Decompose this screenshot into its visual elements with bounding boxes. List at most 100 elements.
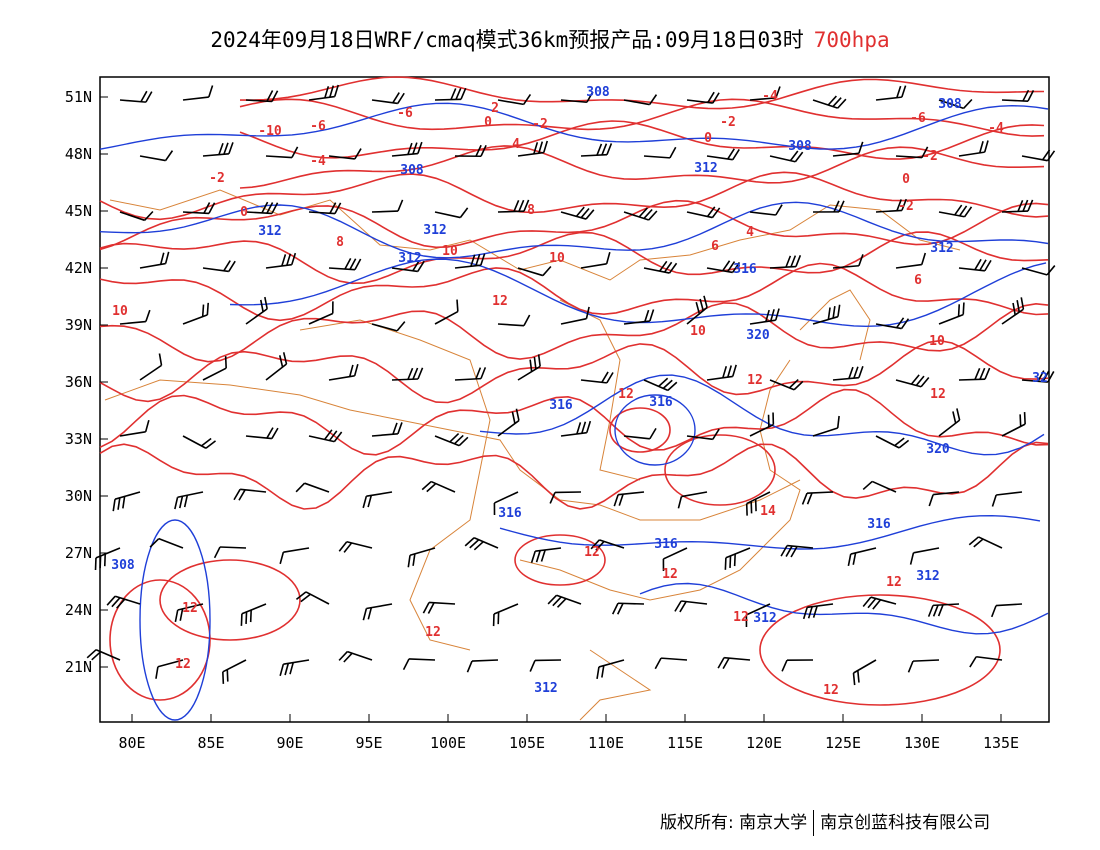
wind-barb-icon <box>623 309 655 325</box>
wind-barb-icon <box>875 435 910 449</box>
wind-barb-icon <box>580 251 611 269</box>
wind-barb-icon <box>780 544 814 558</box>
wind-barb-icon <box>454 367 487 381</box>
lon-label: 105E <box>509 734 545 752</box>
temperature-contour <box>99 388 1049 456</box>
contour-label: 12 <box>492 294 508 309</box>
wind-barb-icon <box>590 539 625 551</box>
temperature-contour <box>514 534 606 586</box>
contour-label: 312 <box>423 223 446 238</box>
wind-barb-icon <box>497 314 531 327</box>
temperature-contour <box>759 594 1001 706</box>
lat-label: 30N <box>65 487 92 505</box>
temperature-contour <box>664 434 776 506</box>
wind-barb-icon <box>938 302 965 325</box>
wind-barb-icon <box>895 146 929 159</box>
footer: 版权所有: 南京大学 南京创蓝科技有限公司 <box>660 808 990 836</box>
contour-label: 6 <box>914 273 922 288</box>
wind-barb-icon <box>847 547 877 567</box>
temperature-contour <box>99 231 1049 285</box>
wind-barb-icon <box>686 206 721 219</box>
wind-barb-icon <box>706 148 740 161</box>
wind-barb-icon <box>466 659 499 673</box>
wind-barb-icon <box>781 659 814 672</box>
wind-barb-icon <box>182 85 214 101</box>
wind-barb-icon <box>623 207 658 221</box>
lat-label: 48N <box>65 145 92 163</box>
wind-barb-icon <box>265 146 299 159</box>
wind-barb-icon <box>677 491 708 509</box>
wind-barb-icon <box>497 199 530 213</box>
wind-barb-icon <box>391 141 423 157</box>
lat-label: 39N <box>65 316 92 334</box>
contour-label: 10 <box>690 324 706 339</box>
wind-barb-icon <box>686 428 720 441</box>
wind-barb-icon <box>295 482 330 493</box>
wind-barb-icon <box>812 95 847 109</box>
wind-barb-icon <box>852 659 877 686</box>
wind-barb-icon <box>938 408 961 437</box>
wind-barb-icon <box>802 603 834 620</box>
company-text: 南京创蓝科技有限公司 <box>820 813 991 833</box>
wind-barb-icon <box>969 655 1003 668</box>
wind-barb-icon <box>454 144 487 158</box>
wind-barb-icon <box>812 200 845 213</box>
wind-barb-icon <box>749 308 780 325</box>
wind-barb-icon <box>928 491 960 507</box>
contour-label: 308 <box>788 139 812 154</box>
contour-label: 308 <box>400 163 424 178</box>
lon-label: 80E <box>118 734 145 752</box>
contour-label: -2 <box>209 171 225 186</box>
wind-barb-icon <box>86 648 121 661</box>
lat-label: 27N <box>65 544 92 562</box>
border-line <box>104 379 801 521</box>
wind-barb-icon <box>174 603 204 623</box>
wind-barbs <box>86 84 1056 686</box>
wind-barb-icon <box>174 491 204 510</box>
wind-barb-icon <box>560 91 594 104</box>
contour-label: -2 <box>922 149 938 164</box>
wind-barb-icon <box>596 659 625 679</box>
wind-barb-icon <box>832 254 864 269</box>
contour-label: 316 <box>649 395 673 410</box>
wind-barb-icon <box>182 202 216 215</box>
wind-barb-icon <box>623 427 657 440</box>
wind-barb-icon <box>875 317 910 330</box>
wind-barb-icon <box>749 204 783 216</box>
wind-barb-icon <box>643 260 678 274</box>
temperature-contour <box>239 98 1045 137</box>
lat-label: 36N <box>65 373 92 391</box>
wind-barb-icon <box>654 657 688 670</box>
height-contour <box>614 394 696 466</box>
contour-label: 312 <box>916 569 939 584</box>
contour-label: 6 <box>711 239 719 254</box>
wind-barb-icon <box>613 491 645 507</box>
contour-label: 2 <box>491 101 499 116</box>
height-contour <box>139 519 211 721</box>
lon-label: 100E <box>430 734 466 752</box>
wind-barb-icon <box>674 600 708 613</box>
border-line <box>579 649 652 721</box>
wind-barb-icon <box>338 650 373 663</box>
contour-label: -6 <box>397 106 413 121</box>
wind-barb-icon <box>862 480 897 493</box>
wind-barb-icon <box>497 93 532 106</box>
wind-barb-icon <box>745 603 771 627</box>
wind-barb-icon <box>328 257 362 271</box>
contour-label: 0 <box>704 131 712 146</box>
temperature-contour <box>99 302 1049 363</box>
contour-label: -2 <box>720 115 736 130</box>
contour-label: 10 <box>929 334 945 349</box>
contour-label: 12 <box>618 387 634 402</box>
wind-barb-icon <box>155 659 184 679</box>
height-contour <box>499 514 1041 550</box>
contour-label: 308 <box>586 85 610 100</box>
height-contour <box>639 582 1049 635</box>
contour-label: 10 <box>112 304 128 319</box>
wind-barb-icon <box>517 140 549 157</box>
lat-label: 21N <box>65 658 92 676</box>
contour-label: -2 <box>532 117 548 132</box>
wind-barb-icon <box>279 659 310 677</box>
